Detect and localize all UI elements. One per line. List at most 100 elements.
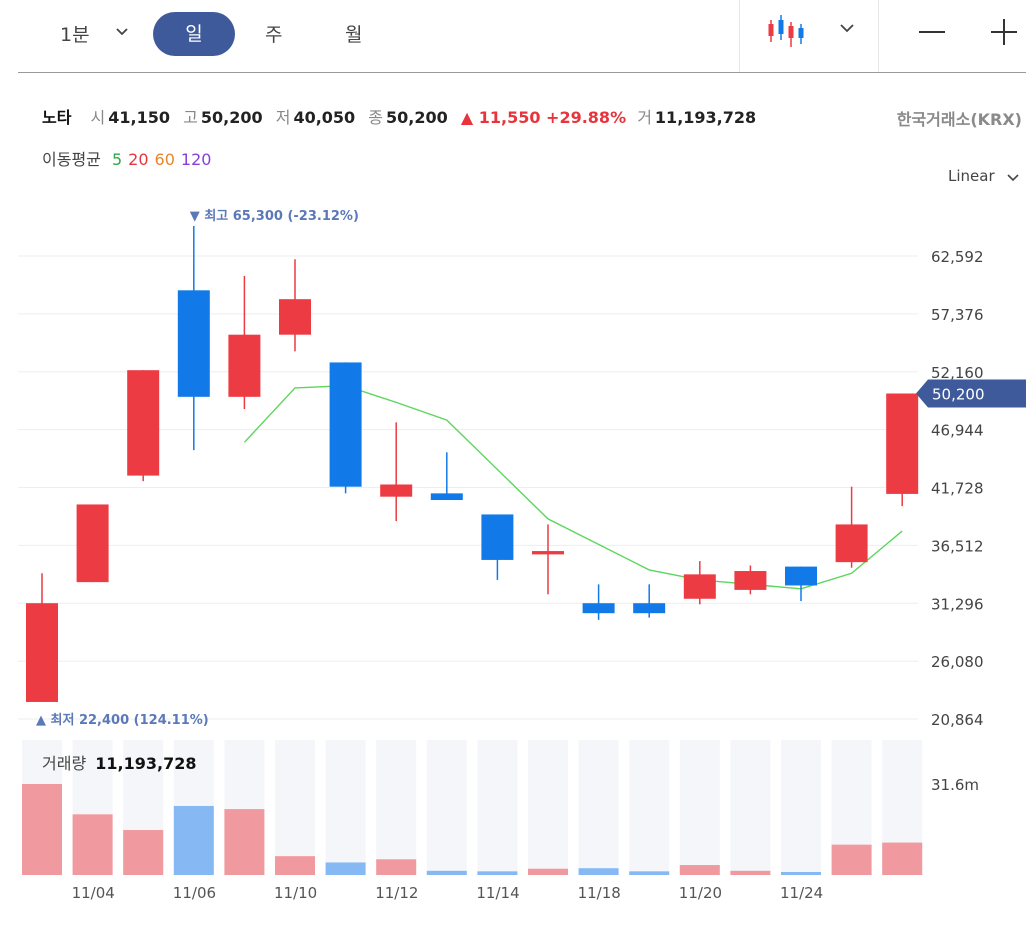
candle-up[interactable] [279,299,311,335]
y-axis-label: 52,160 [931,364,984,382]
y-axis-label: 36,512 [931,537,984,555]
toolbar-divider [739,0,740,72]
volume-bar[interactable] [679,865,720,875]
high-marker-label: ▼ 최고 65,300 (-23.12%) [190,209,359,224]
volume-bar[interactable] [224,809,265,875]
candle-up[interactable] [76,504,109,583]
volume-bg [477,740,518,875]
y-axis-label: 31,296 [931,595,984,613]
volume-bar[interactable] [578,868,619,875]
volume-bar[interactable] [882,842,923,875]
chevron-down-icon[interactable] [840,22,854,34]
tab-week[interactable]: 주 [265,24,283,46]
zoom-in-icon[interactable] [990,18,1018,46]
tab-month[interactable]: 월 [345,24,363,46]
volume-bg [426,740,467,875]
candle-down[interactable] [329,362,362,487]
low-marker-label: ▲ 최저 22,400 (124.11%) [36,713,209,728]
y-axis-label: 62,592 [931,248,984,266]
volume-bg [325,740,366,875]
volume-bg [781,740,821,875]
open-label: 시 [90,108,106,127]
stock-name: 노타 [42,108,72,127]
x-axis-label: 11/24 [780,884,823,902]
ma-period-20[interactable]: 20 [128,150,149,169]
open-value: 41,150 [108,108,171,127]
candle-up[interactable] [26,603,58,702]
volume-bar[interactable] [173,805,214,875]
ma-period-120[interactable]: 120 [180,150,212,169]
y-axis-label: 26,080 [931,653,984,671]
x-axis-label: 11/04 [72,884,115,902]
volume-bar[interactable] [781,872,821,875]
volume-bar[interactable] [72,814,113,875]
low-label: 저 [275,108,291,127]
volume-bg [528,740,568,875]
candlestick-icon[interactable] [768,14,806,48]
volume-bar[interactable] [275,856,315,875]
candle-up[interactable] [380,484,413,497]
volume-bar[interactable] [528,868,568,875]
close-value: 50,200 [386,108,448,127]
candle-down[interactable] [177,290,210,397]
y-axis-label: 41,728 [931,480,984,498]
candle-up[interactable] [835,524,868,563]
exchange-name: 한국거래소(KRX) [896,110,1022,129]
candle-up[interactable] [127,370,160,476]
volume-bar[interactable] [123,830,164,875]
current-price-badge [916,379,1026,408]
x-axis-label: 11/18 [578,884,621,902]
chart-toolbar: 1분 일 주 월 [18,0,1026,73]
current-price-label: 50,200 [932,385,985,403]
candle-down[interactable] [633,603,666,614]
volume-bg [578,740,619,875]
candle-down[interactable] [785,566,817,586]
volume-bar[interactable] [831,844,872,875]
candle-down[interactable] [481,514,514,560]
volume-axis-label: 31.6m [931,776,979,794]
close-label: 종 [368,108,384,127]
volume-bg [376,740,417,875]
chevron-down-icon[interactable] [116,26,128,38]
volume-bg [629,740,670,875]
volume-title: 거래량 [42,754,87,773]
toolbar-divider [878,0,879,72]
ma-periods[interactable]: 5 20 60 120 [112,150,217,169]
volume-bar[interactable] [325,862,366,875]
volume-total: 11,193,728 [95,754,197,773]
candle-down[interactable] [430,493,463,501]
volume-value: 11,193,728 [654,108,757,127]
high-label: 고 [183,108,198,127]
volume-bg [679,740,720,875]
candle-up[interactable] [886,393,919,494]
volume-bar[interactable] [22,784,62,875]
volume-bg [730,740,771,875]
y-axis-label: 46,944 [931,422,984,440]
ma-period-5[interactable]: 5 [111,150,123,169]
volume-bg [275,740,315,875]
candle-up[interactable] [683,574,716,599]
volume-bar[interactable] [426,870,467,875]
candle-down[interactable] [582,603,615,614]
candle-up[interactable] [532,551,564,555]
volume-bar[interactable] [376,859,417,875]
volume-panel-label: 거래량 11,193,728 [42,750,196,774]
x-axis-label: 11/10 [274,884,317,902]
volume-bar[interactable] [730,870,771,875]
x-axis-label: 11/12 [375,884,418,902]
volume-label: 거 [637,108,652,127]
candle-up[interactable] [228,334,261,397]
volume-bar[interactable] [629,871,670,875]
y-axis-label: 57,376 [931,306,984,324]
interval-select[interactable]: 1분 [60,24,90,46]
tab-day[interactable]: 일 [153,12,235,56]
moving-average-legend: 이동평균 5 20 60 120 [42,146,217,170]
ma-period-60[interactable]: 60 [154,150,175,169]
chevron-down-icon[interactable] [1007,173,1019,183]
zoom-out-icon[interactable] [918,18,946,46]
scale-select[interactable]: Linear [948,167,995,185]
x-axis-label: 11/06 [173,884,216,902]
candle-up[interactable] [734,571,767,590]
volume-bar[interactable] [477,871,518,875]
